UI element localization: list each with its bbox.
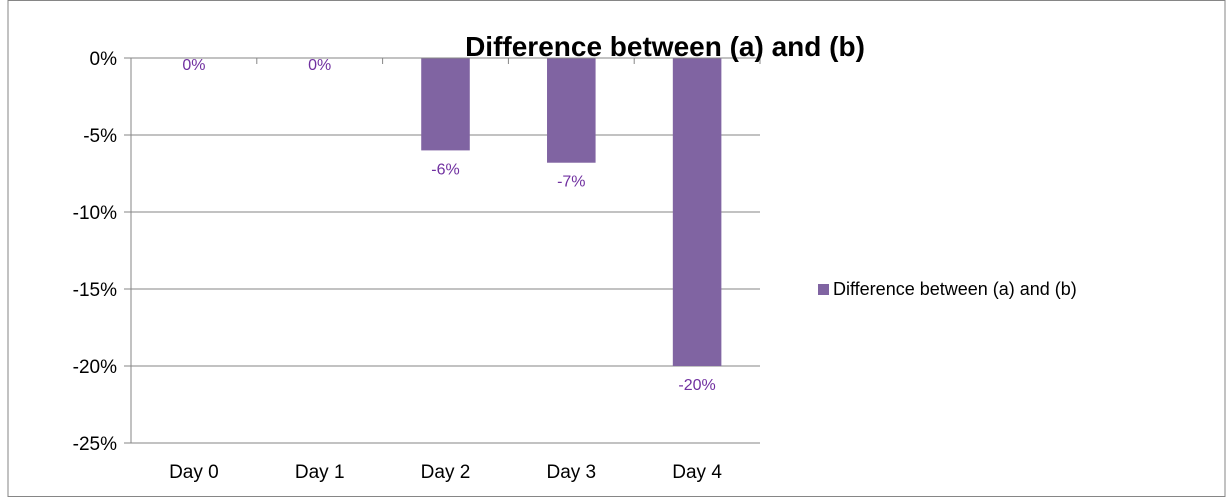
x-tick-label: Day 2	[421, 462, 471, 483]
x-tick-label: Day 3	[546, 462, 596, 483]
bar	[672, 58, 722, 366]
x-tick-label: Day 1	[295, 462, 345, 483]
bar	[547, 58, 596, 163]
bar	[421, 58, 470, 151]
data-label: -6%	[431, 161, 459, 178]
y-tick-label: -5%	[83, 126, 117, 147]
data-label: -7%	[557, 174, 585, 191]
legend: Difference between (a) and (b)	[818, 279, 1077, 299]
y-tick-label: -20%	[73, 357, 117, 378]
legend-label: Difference between (a) and (b)	[833, 279, 1077, 299]
chart-title: Difference between (a) and (b)	[465, 31, 865, 62]
bars	[421, 58, 722, 366]
gridlines	[131, 134, 760, 444]
x-tick-label: Day 4	[672, 462, 722, 483]
y-tick-label: 0%	[90, 49, 118, 70]
y-tick-label: -25%	[73, 434, 117, 455]
y-tick-label: -10%	[73, 203, 117, 224]
axes: 0% -5% -10% -15% -20% -25% Day 0 Day 1 Day 2 Day …	[73, 49, 761, 483]
legend-swatch	[818, 284, 829, 295]
data-labels: 0% 0% -6% -7% -20%	[182, 57, 715, 394]
y-tick-label: -15%	[73, 280, 117, 301]
data-label: -20%	[678, 377, 715, 394]
chart-border	[7, 0, 1226, 497]
x-tick-label: Day 0	[169, 462, 219, 483]
data-label: 0%	[308, 57, 331, 74]
data-label: 0%	[182, 57, 205, 74]
